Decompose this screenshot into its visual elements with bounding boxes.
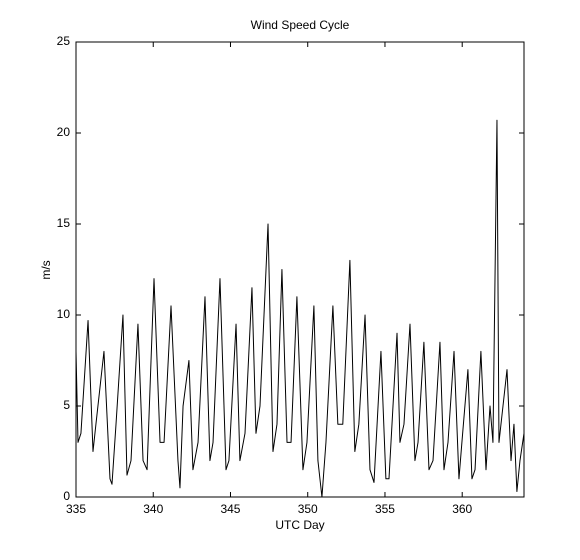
y-tick-label: 20 (57, 125, 71, 139)
x-tick-label: 355 (375, 502, 395, 516)
plot-frame (75, 41, 525, 498)
x-axis-label: UTC Day (275, 518, 324, 532)
y-axis-label: m/s (39, 260, 53, 279)
y-tick-label: 10 (57, 307, 71, 321)
x-tick-label: 350 (298, 502, 318, 516)
y-tick-label: 0 (63, 489, 70, 503)
x-tick-label: 335 (66, 502, 86, 516)
y-tick-label: 5 (63, 398, 70, 412)
x-tick-label: 360 (452, 502, 472, 516)
chart-title: Wind Speed Cycle (251, 18, 350, 32)
data-line (75, 119, 525, 498)
y-tick-label: 15 (57, 216, 71, 230)
x-tick-label: 340 (143, 502, 163, 516)
x-tick-label: 345 (220, 502, 240, 516)
y-tick-label: 25 (57, 34, 71, 48)
